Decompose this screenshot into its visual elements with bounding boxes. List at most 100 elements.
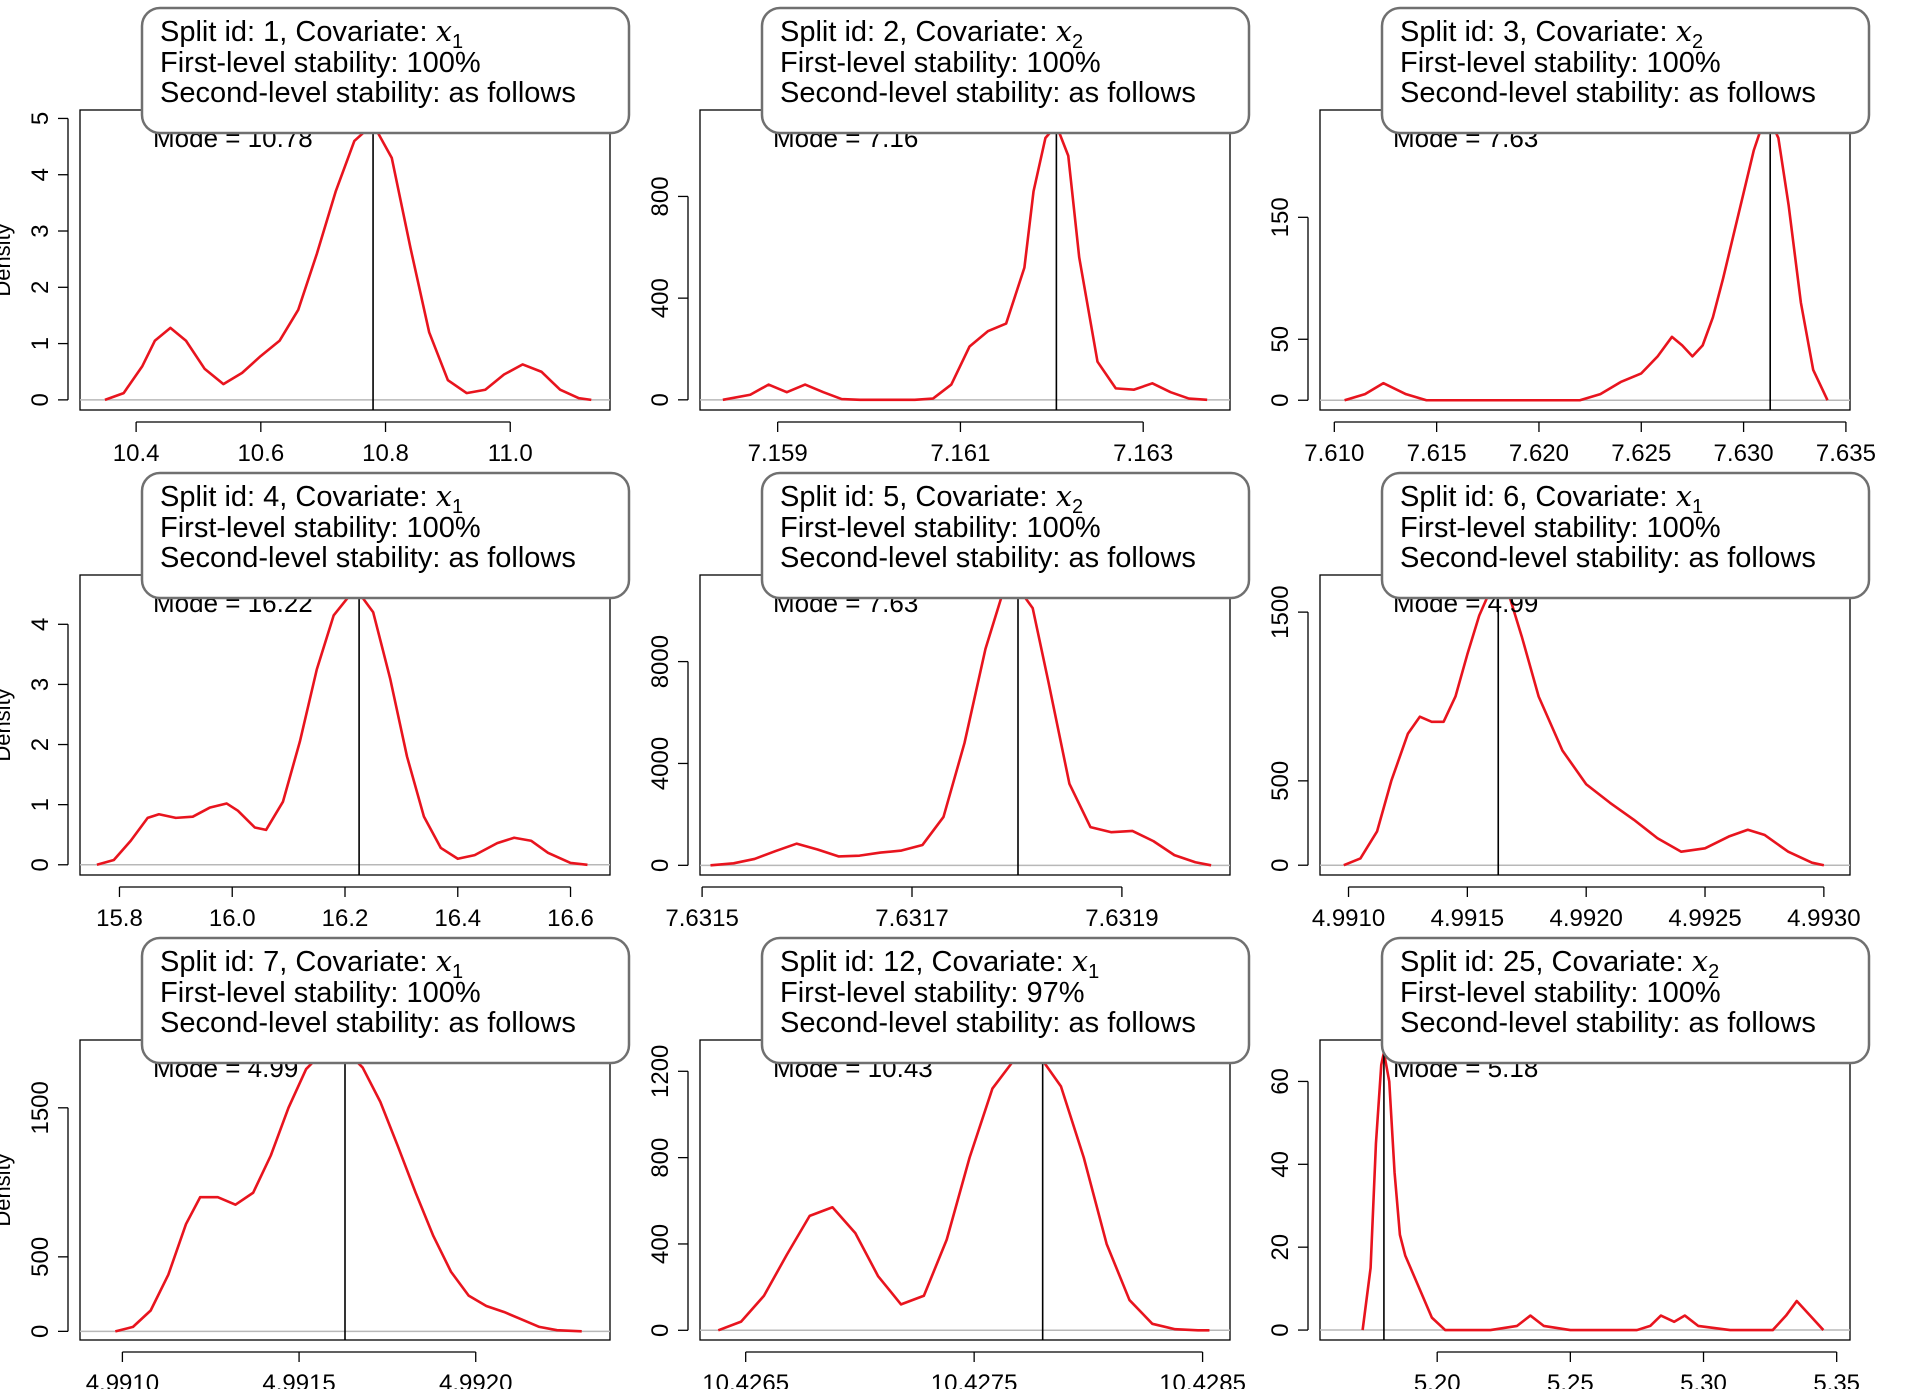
x-tick-label: 11.0 <box>488 440 533 467</box>
y-tick-label: 1500 <box>1267 585 1294 638</box>
plot-frame <box>699 109 1231 411</box>
split-info-frame <box>1380 471 1871 600</box>
x-tick-label: 7.630 <box>1714 440 1774 467</box>
y-tick-label: 0 <box>1267 394 1294 407</box>
x-tick-label: 4.9910 <box>1312 905 1385 932</box>
y-tick-label: 800 <box>647 1138 674 1178</box>
x-axis: 10.4265 10.4275 10.4285 <box>702 1351 1246 1389</box>
covariate-subscript: 2 <box>1692 31 1703 53</box>
x-tick-label: 10.4265 <box>702 1370 789 1389</box>
y-tick-label: 0 <box>647 859 674 872</box>
covariate-symbol: x <box>1056 14 1072 48</box>
covariate-subscript: 2 <box>1072 31 1083 53</box>
split-id-label: Split id: 7, Covariate: x1 <box>160 944 463 983</box>
second-level-stability: Second-level stability: as follows <box>1400 542 1816 574</box>
y-tick-label: 150 <box>1267 197 1294 237</box>
x-axis: 10.4 10.6 10.8 11.0 <box>113 421 533 467</box>
y-tick-label: 40 <box>1267 1151 1294 1178</box>
second-level-stability: Second-level stability: as follows <box>1400 1007 1816 1039</box>
first-level-stability: First-level stability: 100% <box>160 977 481 1009</box>
first-level-stability: First-level stability: 100% <box>1400 977 1721 1009</box>
x-tick-label: 5.20 <box>1414 1370 1461 1389</box>
plot-frame <box>79 574 611 876</box>
y-axis: 0 500 1500 <box>1267 585 1309 872</box>
x-axis: 5.20 5.25 5.30 5.35 <box>1414 1351 1860 1389</box>
covariate-subscript: 2 <box>1708 961 1719 983</box>
x-tick-label: 4.9910 <box>86 1370 159 1389</box>
second-level-stability: Second-level stability: as follows <box>160 542 576 574</box>
x-tick-label: 7.159 <box>748 440 808 467</box>
x-tick-label: 7.6319 <box>1085 905 1158 932</box>
y-tick-label: 1200 <box>647 1045 674 1098</box>
density-curve <box>717 1052 1210 1332</box>
split-id-text: Split id: 3, Covariate: <box>1400 16 1676 48</box>
y-tick-label: 0 <box>647 1324 674 1337</box>
y-tick-label: 3 <box>27 224 54 237</box>
covariate-symbol: x <box>436 944 452 978</box>
split-id-label: Split id: 4, Covariate: x1 <box>160 479 463 518</box>
plot-frame <box>79 109 611 411</box>
x-tick-label: 7.620 <box>1509 440 1569 467</box>
x-axis: 4.9910 4.9915 4.9920 4.9925 4.9930 <box>1312 886 1861 932</box>
x-tick-label: 10.6 <box>237 440 284 467</box>
split-id-text: Split id: 7, Covariate: <box>160 946 436 978</box>
x-tick-label: 4.9915 <box>1431 905 1504 932</box>
split-info-frame <box>140 471 631 600</box>
y-axis: 0 400 800 <box>647 176 689 407</box>
y-tick-label: 800 <box>647 176 674 216</box>
x-tick-label: 15.8 <box>96 905 143 932</box>
x-tick-label: 7.161 <box>930 440 990 467</box>
x-tick-label: 7.625 <box>1611 440 1671 467</box>
x-tick-label: 10.4285 <box>1159 1370 1246 1389</box>
y-axis: 0 4000 8000 <box>647 635 689 872</box>
split-id-text: Split id: 25, Covariate: <box>1400 946 1692 978</box>
y-tick-label: 500 <box>1267 761 1294 801</box>
x-axis: 7.159 7.161 7.163 <box>748 421 1173 467</box>
split-id-text: Split id: 12, Covariate: <box>780 946 1072 978</box>
y-tick-label: 20 <box>1267 1234 1294 1261</box>
split-info-frame <box>1380 936 1871 1065</box>
y-tick-label: 400 <box>647 278 674 318</box>
first-level-stability: First-level stability: 100% <box>780 47 1101 79</box>
chart-panel-3: 7.610 7.615 7.620 7.625 7.630 7.635050150Mode… <box>1267 6 1876 467</box>
y-tick-label: 0 <box>27 393 54 406</box>
covariate-symbol: x <box>1676 14 1692 48</box>
first-level-stability: First-level stability: 100% <box>160 512 481 544</box>
plot-frame <box>699 1039 1231 1341</box>
split-info-frame <box>760 6 1251 135</box>
y-tick-label: 0 <box>27 1325 54 1338</box>
covariate-subscript: 1 <box>1692 496 1703 518</box>
second-level-stability: Second-level stability: as follows <box>780 1007 1196 1039</box>
density-curve <box>1361 1051 1825 1332</box>
density-curve <box>115 1048 582 1333</box>
x-tick-label: 7.615 <box>1407 440 1467 467</box>
split-info-frame <box>140 6 631 135</box>
x-tick-label: 5.30 <box>1680 1370 1727 1389</box>
second-level-stability: Second-level stability: as follows <box>780 77 1196 109</box>
covariate-subscript: 1 <box>452 496 463 518</box>
split-id-text: Split id: 1, Covariate: <box>160 16 436 48</box>
x-tick-label: 7.610 <box>1304 440 1364 467</box>
y-tick-label: 500 <box>27 1237 54 1277</box>
second-level-stability: Second-level stability: as follows <box>160 77 576 109</box>
x-axis: 15.8 16.0 16.2 16.4 16.6 <box>96 886 594 932</box>
y-tick-label: 50 <box>1267 326 1294 353</box>
split-info-frame <box>1380 6 1871 135</box>
split-id-label: Split id: 25, Covariate: x2 <box>1400 944 1719 983</box>
split-id-label: Split id: 12, Covariate: x1 <box>780 944 1099 983</box>
x-tick-label: 16.0 <box>209 905 256 932</box>
y-tick-label: 3 <box>27 678 54 691</box>
plot-frame <box>1319 1039 1851 1341</box>
x-axis: 7.6315 7.6317 7.6319 <box>665 886 1159 932</box>
covariate-subscript: 1 <box>452 31 463 53</box>
